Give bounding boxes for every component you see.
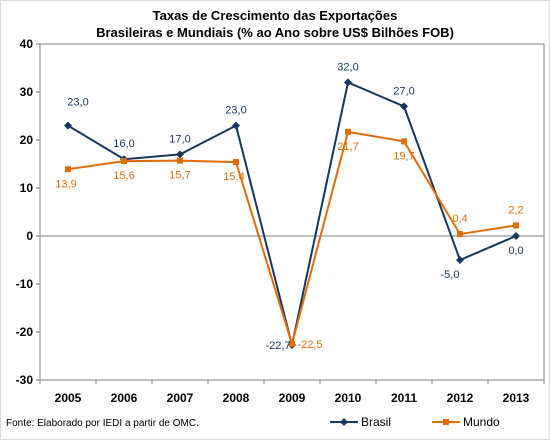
legend-item-mundo: Mundo — [432, 414, 500, 430]
point-brasil — [400, 102, 408, 111]
y-tick-label: 40 — [20, 37, 34, 51]
data-label-mundo: 15,6 — [113, 170, 134, 182]
data-label-brasil: 0,0 — [508, 245, 523, 257]
point-brasil — [344, 78, 352, 87]
x-tick-label: 2006 — [111, 391, 138, 405]
y-tick-label: -20 — [16, 325, 34, 339]
data-label-brasil: -22,7 — [265, 340, 290, 352]
x-tick-label: 2009 — [279, 391, 306, 405]
data-label-mundo: 2,2 — [508, 204, 523, 216]
point-mundo — [289, 341, 295, 347]
x-tick-label: 2013 — [503, 391, 530, 405]
plot-area — [39, 43, 545, 381]
data-label-brasil: -5,0 — [441, 269, 460, 281]
data-label-brasil: 27,0 — [393, 85, 414, 97]
point-mundo — [513, 222, 519, 229]
y-tick-label: 10 — [20, 181, 34, 195]
point-brasil — [456, 256, 464, 264]
data-label-mundo: 15,4 — [223, 171, 244, 183]
point-brasil — [176, 150, 184, 159]
legend-marker-brasil — [340, 418, 348, 426]
data-label-brasil: 23,0 — [67, 97, 88, 109]
legend-label-mundo: Mundo — [463, 415, 500, 429]
source-note: Fonte: Elaborado por IEDI a partir de OM… — [6, 418, 199, 429]
legend-item-brasil: Brasil — [330, 414, 391, 430]
point-mundo — [65, 166, 71, 173]
point-mundo — [177, 157, 183, 164]
point-brasil — [232, 121, 240, 130]
point-mundo — [401, 138, 407, 145]
data-label-mundo: -22,5 — [297, 339, 322, 351]
data-label-brasil: 17,0 — [169, 133, 190, 145]
data-label-brasil: 16,0 — [113, 138, 134, 150]
legend-label-brasil: Brasil — [361, 415, 392, 429]
data-label-brasil: 32,0 — [337, 61, 358, 73]
point-mundo — [345, 128, 351, 135]
y-tick-label: 30 — [20, 85, 34, 99]
point-mundo — [233, 159, 239, 166]
point-mundo — [457, 231, 463, 238]
point-brasil — [64, 121, 72, 130]
series-line-mundo — [67, 130, 517, 348]
legend-marker-mundo — [443, 419, 449, 425]
y-tick-label: -10 — [16, 277, 34, 291]
x-tick-label: 2011 — [391, 391, 417, 405]
legend-swatch-brasil — [330, 418, 358, 426]
x-tick-label: 2012 — [447, 391, 474, 405]
data-label-mundo: 19,7 — [393, 150, 414, 162]
data-label-mundo: 13,9 — [55, 178, 76, 190]
legend-swatch-mundo — [432, 419, 460, 425]
data-label-brasil: 23,0 — [225, 105, 246, 117]
chart-subtitle: Brasileiras e Mundiais (% ao Ano sobre U… — [96, 25, 454, 40]
data-label-mundo: 21,7 — [337, 141, 358, 153]
y-tick-label: 0 — [26, 229, 33, 243]
point-brasil — [512, 232, 520, 240]
y-tick-label: 20 — [20, 133, 34, 147]
x-tick-label: 2007 — [167, 391, 194, 405]
data-label-mundo: 0,4 — [452, 213, 467, 225]
point-mundo — [121, 158, 127, 165]
x-tick-label: 2010 — [335, 391, 362, 405]
x-tick-label: 2008 — [223, 391, 250, 405]
y-tick-label: -30 — [16, 373, 34, 387]
data-label-mundo: 15,7 — [169, 170, 190, 182]
chart-title: Taxas de Crescimento das Exportações — [152, 8, 398, 23]
x-tick-label: 2005 — [55, 391, 82, 405]
